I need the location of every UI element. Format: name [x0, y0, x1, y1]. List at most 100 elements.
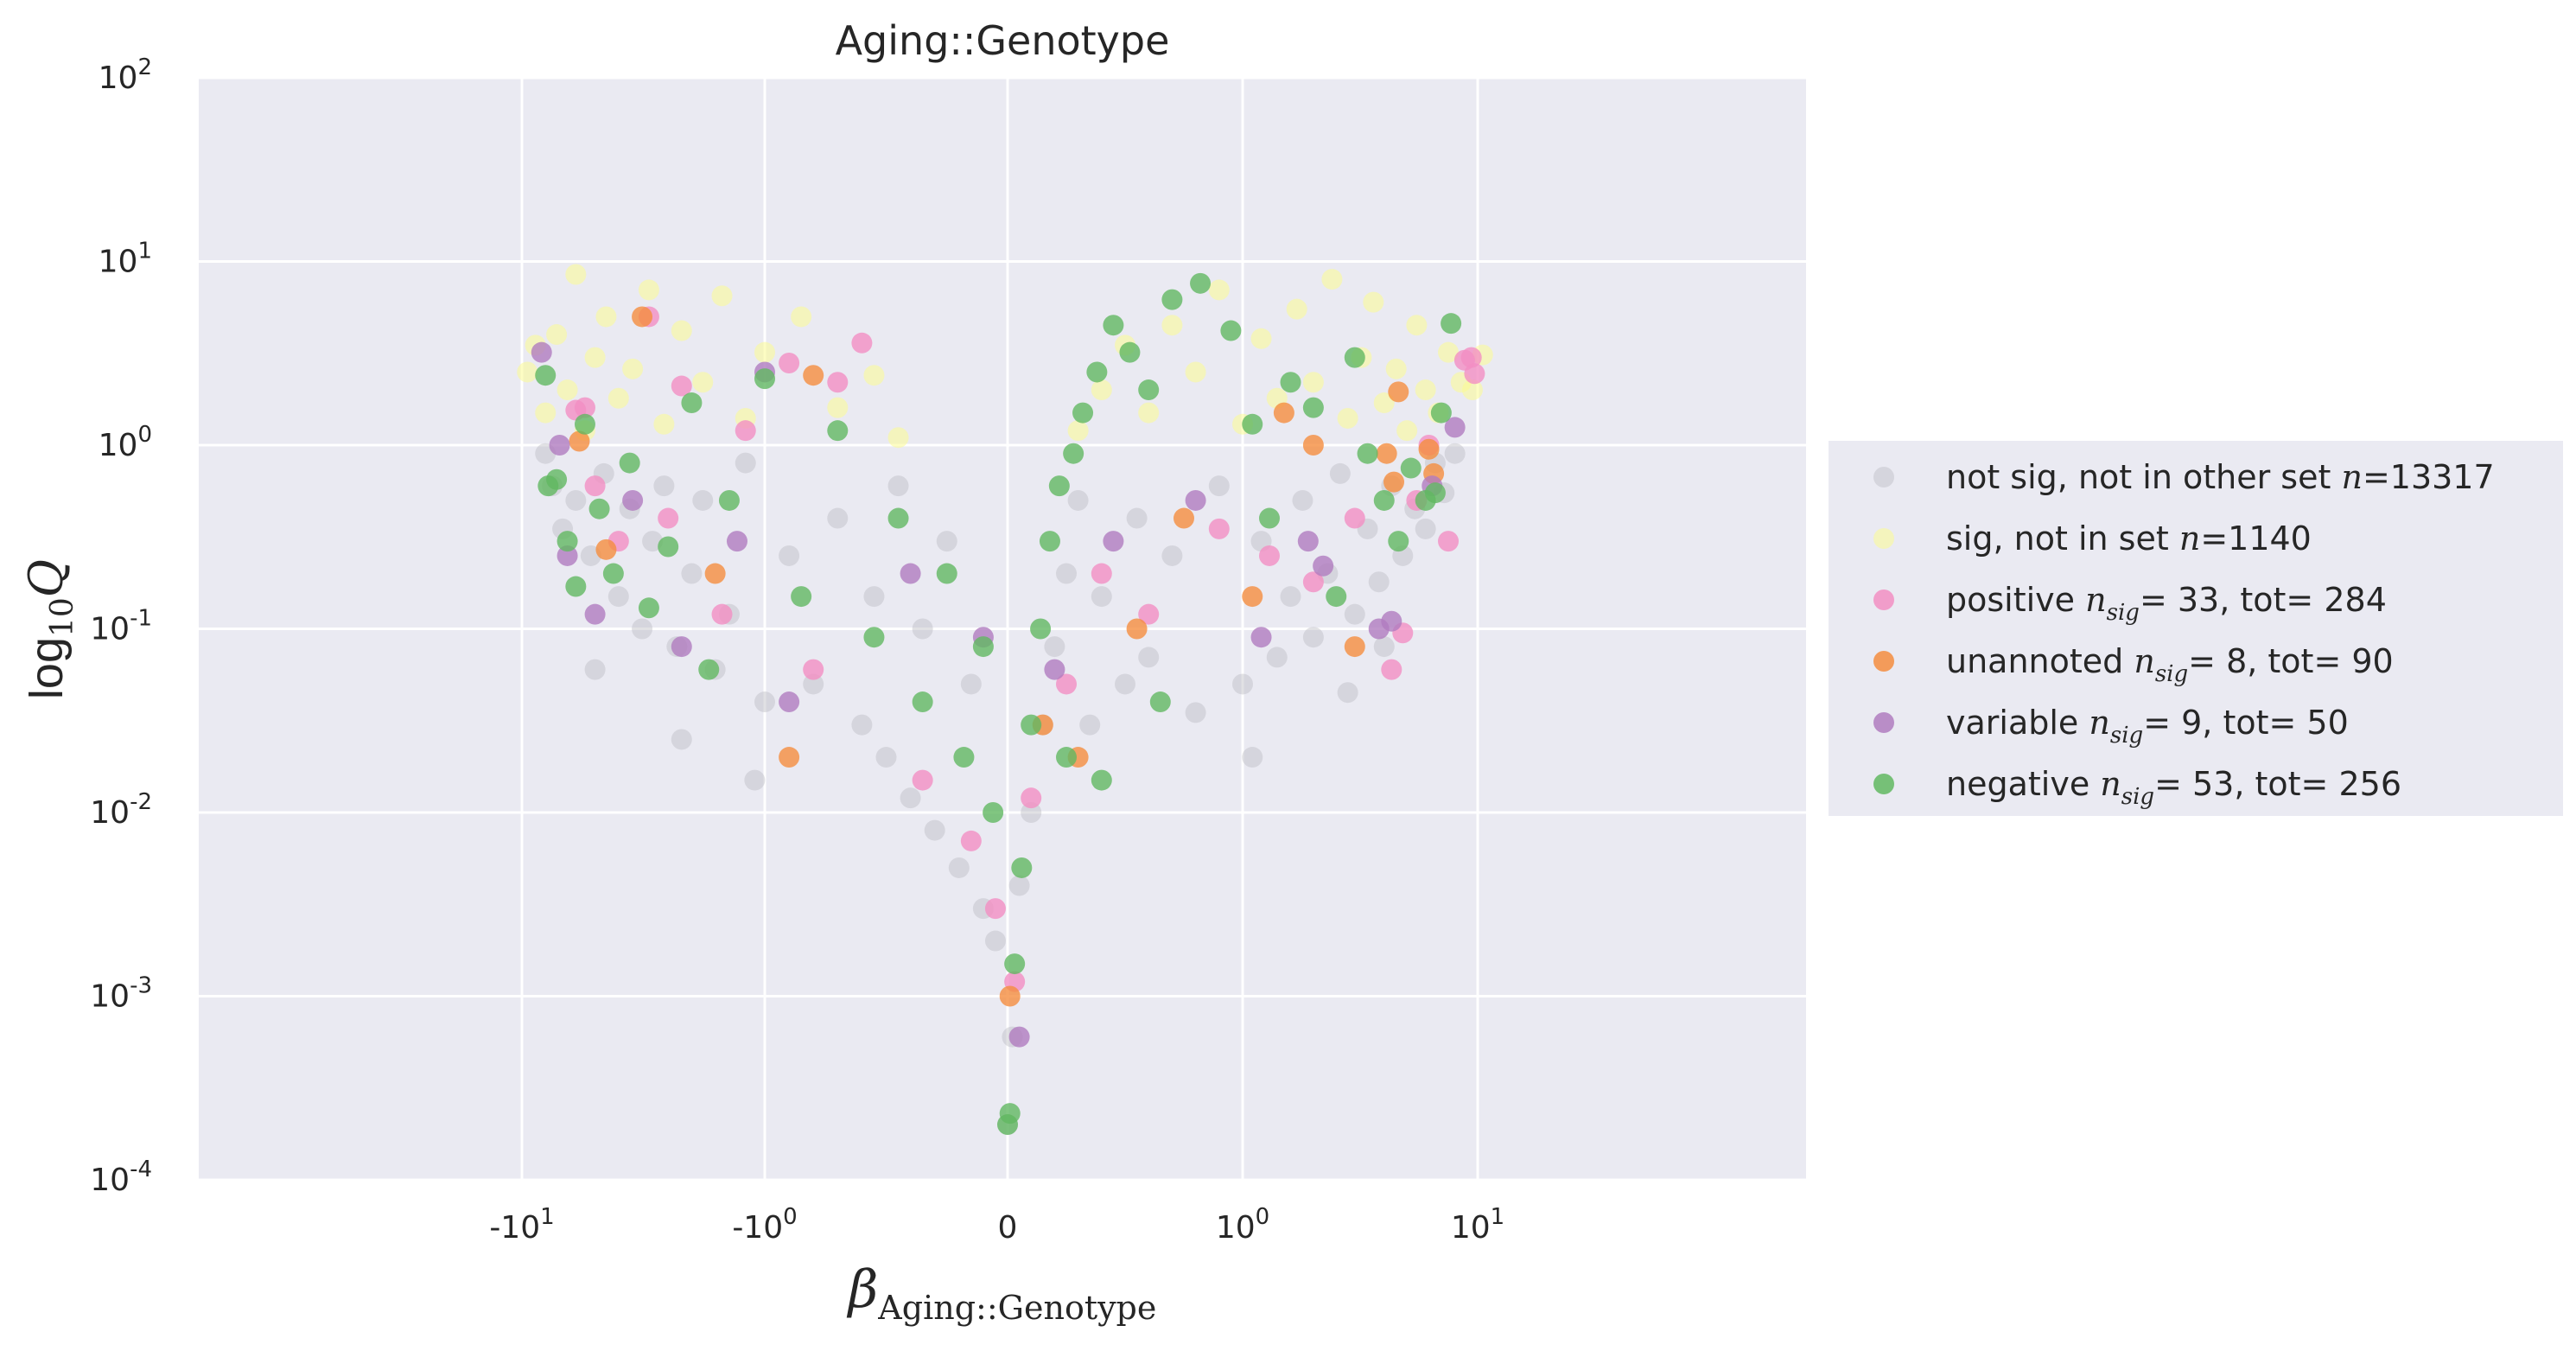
x-tick-label: 0 — [998, 1210, 1018, 1246]
data-point — [584, 475, 606, 497]
data-point — [735, 420, 756, 442]
data-point — [984, 930, 1006, 952]
data-point — [803, 365, 824, 386]
data-point — [1011, 857, 1033, 878]
scatter-points — [517, 264, 1493, 1136]
data-point — [632, 618, 653, 640]
legend: not sig, not in other set n=13317 sig, no… — [1829, 441, 2563, 816]
data-point — [1258, 545, 1280, 566]
data-point — [653, 475, 675, 497]
data-point — [711, 285, 733, 307]
data-point — [1302, 397, 1324, 418]
data-point — [632, 306, 653, 328]
data-point — [1004, 953, 1026, 975]
y-tick-label: 101 — [99, 239, 152, 280]
data-point — [999, 985, 1021, 1007]
data-point — [863, 627, 885, 648]
data-point — [984, 898, 1006, 920]
x-axis-symbol: β — [847, 1259, 879, 1320]
data-point — [1415, 379, 1436, 401]
data-point — [1344, 603, 1365, 625]
data-point — [711, 603, 733, 625]
legend-box — [1829, 441, 2563, 816]
data-point — [622, 489, 644, 511]
legend-entry: variable nsig= 9, tot= 50 — [1946, 704, 2349, 749]
data-point — [912, 691, 933, 713]
data-point — [584, 603, 606, 625]
y-axis-subscript: 10 — [45, 597, 80, 637]
data-point — [535, 365, 557, 386]
legend-marker — [1873, 467, 1894, 488]
data-point — [1438, 341, 1460, 363]
data-point — [1138, 603, 1160, 625]
data-point — [595, 306, 617, 328]
data-point — [1091, 586, 1112, 608]
data-point — [1021, 787, 1042, 809]
data-point — [936, 563, 957, 584]
data-point — [658, 536, 679, 558]
data-point — [779, 691, 800, 713]
data-point — [565, 576, 587, 597]
data-point — [1115, 673, 1135, 695]
data-point — [900, 563, 921, 584]
x-tick-label: 100 — [1216, 1204, 1269, 1246]
data-point — [1208, 518, 1230, 539]
chart-title: Aging::Genotype — [836, 17, 1170, 64]
data-point — [851, 332, 873, 354]
data-point — [1383, 471, 1405, 493]
data-point — [1280, 372, 1301, 393]
data-point — [1067, 489, 1089, 511]
data-point — [1008, 1026, 1030, 1048]
data-point — [1250, 328, 1272, 349]
y-axis-log: log — [21, 637, 73, 699]
data-point — [887, 475, 909, 497]
data-point — [1357, 443, 1378, 464]
data-point — [1056, 673, 1077, 695]
data-point — [653, 413, 675, 435]
data-point — [671, 320, 692, 341]
data-point — [622, 358, 644, 379]
data-point — [827, 507, 849, 529]
data-point — [1280, 586, 1301, 608]
data-point — [1441, 313, 1462, 335]
data-point — [1388, 381, 1409, 403]
data-point — [557, 379, 578, 401]
y-tick-label: 102 — [99, 54, 152, 96]
data-point — [1444, 417, 1466, 438]
data-point — [1190, 272, 1212, 294]
data-point — [517, 361, 538, 383]
data-point — [1220, 320, 1242, 341]
data-point — [704, 563, 726, 584]
data-point — [1063, 443, 1084, 464]
legend-marker — [1873, 712, 1894, 733]
x-axis-subscript: Aging::Genotype — [877, 1289, 1156, 1327]
data-point — [1079, 714, 1101, 736]
data-point — [1161, 315, 1183, 336]
legend-entry: not sig, not in other set n=13317 — [1946, 458, 2495, 496]
data-point — [1250, 627, 1272, 648]
data-point — [924, 819, 945, 841]
data-point — [1242, 747, 1263, 768]
data-point — [1056, 563, 1077, 584]
data-point — [726, 531, 747, 552]
data-point — [827, 420, 849, 442]
data-point — [1344, 347, 1365, 368]
y-tick-label: 100 — [99, 422, 152, 463]
data-point — [1302, 372, 1324, 393]
legend-marker — [1873, 589, 1894, 610]
data-point — [779, 747, 800, 768]
data-point — [863, 365, 885, 386]
y-tick-label: 10-3 — [90, 973, 152, 1015]
data-point — [1149, 691, 1171, 713]
x-axis-label: βAging::Genotype — [847, 1259, 1157, 1327]
data-point — [638, 597, 659, 619]
data-point — [1067, 420, 1089, 442]
data-point — [671, 729, 692, 750]
data-point — [1464, 363, 1485, 385]
data-point — [681, 563, 703, 584]
data-point — [1185, 702, 1206, 723]
data-point — [574, 397, 595, 418]
data-point — [791, 306, 812, 328]
data-point — [1396, 420, 1418, 442]
data-point — [1385, 358, 1407, 379]
